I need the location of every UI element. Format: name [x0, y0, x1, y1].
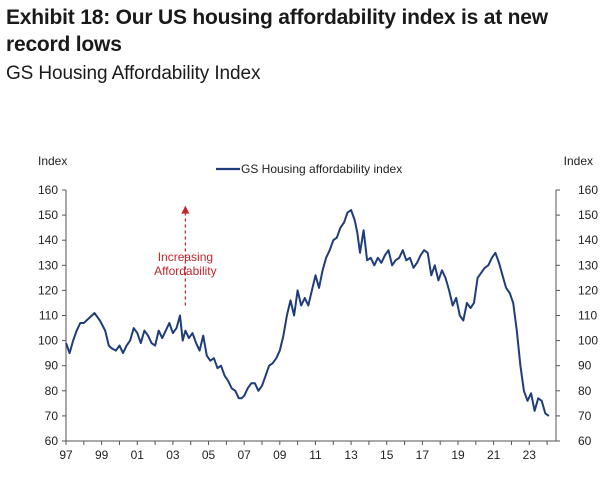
- y-tick-label-right: 100: [578, 334, 598, 348]
- y-tick-label-left: 100: [38, 334, 58, 348]
- x-tick-label: 21: [487, 448, 501, 462]
- x-tick-label: 11: [309, 448, 322, 462]
- y-tick-label-right: 160: [578, 183, 598, 197]
- x-tick-label: 15: [380, 448, 394, 462]
- x-tick-label: 05: [202, 448, 216, 462]
- annotation-text: Affordability: [154, 264, 216, 278]
- y-tick-label-right: 150: [578, 208, 598, 222]
- chart-legend: GS Housing affordability index: [216, 162, 402, 176]
- y-tick-label-left: 130: [38, 258, 58, 272]
- annotation-arrowhead: [181, 205, 190, 214]
- x-tick-label: 99: [95, 448, 109, 462]
- y-tick-label-left: 140: [38, 233, 58, 247]
- y-tick-label-right: 90: [578, 359, 592, 373]
- y-tick-label-right: 130: [578, 258, 598, 272]
- x-tick-label: 09: [273, 448, 287, 462]
- chart-title: Exhibit 18: Our US housing affordability…: [6, 6, 548, 56]
- x-tick-label: 01: [131, 448, 145, 462]
- y-tick-label-right: 120: [578, 283, 598, 297]
- y-axis-label-right: Index: [564, 154, 593, 168]
- y-tick-label-left: 70: [45, 409, 59, 423]
- y-tick-label-right: 70: [578, 409, 592, 423]
- series-line: [65, 209, 550, 417]
- x-tick-label: 07: [238, 448, 252, 462]
- x-tick-label: 03: [166, 448, 180, 462]
- y-tick-label-right: 110: [578, 309, 597, 323]
- annotation-text: Increasing: [158, 250, 213, 264]
- x-tick-label: 23: [523, 448, 537, 462]
- chart-subtitle: GS Housing Affordability Index: [6, 63, 261, 84]
- y-axis-label-left: Index: [38, 154, 67, 168]
- y-tick-label-left: 90: [45, 359, 59, 373]
- y-tick-label-left: 60: [45, 434, 59, 448]
- x-tick-label: 17: [416, 448, 430, 462]
- y-tick-label-right: 140: [578, 233, 598, 247]
- plot-area: [65, 209, 550, 417]
- y-tick-label-left: 120: [38, 283, 58, 297]
- y-tick-label-left: 160: [38, 183, 58, 197]
- legend-label: GS Housing affordability index: [241, 162, 402, 176]
- x-tick-label: 19: [451, 448, 465, 462]
- y-tick-label-right: 80: [578, 384, 592, 398]
- y-tick-label-right: 60: [578, 434, 592, 448]
- x-tick-label: 97: [59, 448, 73, 462]
- x-tick-label: 13: [344, 448, 358, 462]
- y-tick-label-left: 80: [45, 384, 59, 398]
- y-tick-label-left: 110: [39, 309, 58, 323]
- y-tick-label-left: 150: [38, 208, 58, 222]
